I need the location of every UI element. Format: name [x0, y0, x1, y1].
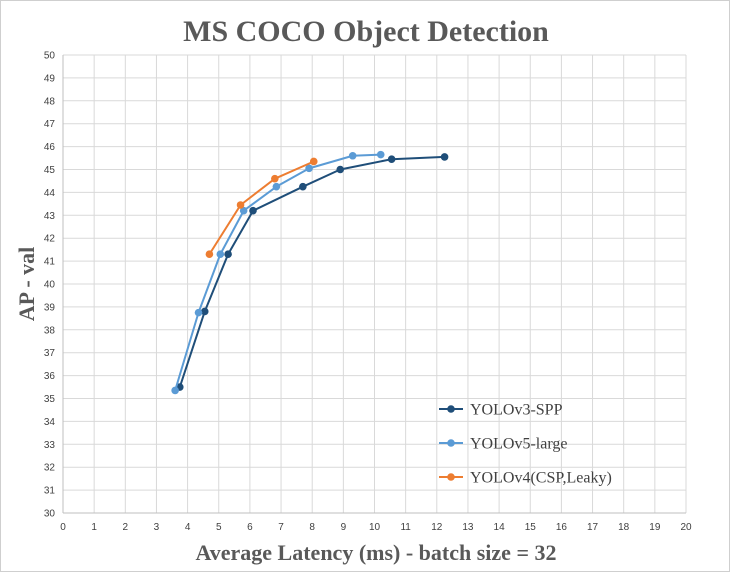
data-point	[216, 250, 225, 259]
data-point	[171, 386, 179, 395]
y-tick-label: 46	[44, 142, 56, 153]
data-point	[205, 250, 214, 259]
y-tick-label: 37	[44, 348, 56, 359]
legend-swatch-marker	[447, 473, 455, 481]
series-line	[178, 155, 445, 388]
y-tick-label: 41	[44, 257, 56, 268]
legend-item: YOLOv3-SPP	[439, 402, 563, 419]
gridlines	[63, 54, 687, 513]
data-point	[387, 155, 396, 163]
data-point	[271, 174, 279, 183]
data-point	[272, 182, 281, 191]
y-tick-label: 47	[44, 119, 56, 130]
legend-label: YOLOv3-SPP	[470, 402, 563, 419]
legend-swatch-marker	[447, 405, 455, 413]
y-tick-label: 35	[44, 394, 56, 405]
x-tick-label: 2	[123, 522, 129, 533]
y-tick-label: 50	[44, 51, 56, 62]
x-tick-label: 5	[216, 522, 222, 533]
x-tick-label: 12	[431, 522, 443, 533]
y-tick-label: 40	[44, 280, 56, 291]
x-tick-label: 6	[247, 522, 253, 533]
y-tick-label: 30	[44, 509, 56, 520]
chart-title: MS COCO Object Detection	[183, 15, 549, 48]
series-YOLOv5-large	[171, 150, 385, 395]
legend-label: YOLOv5-large	[470, 436, 567, 453]
y-tick-label: 42	[44, 234, 56, 245]
data-point	[299, 182, 307, 191]
legend-item: YOLOv5-large	[439, 436, 567, 453]
y-tick-label: 33	[44, 440, 56, 451]
series-line	[208, 160, 315, 255]
y-axis-title: AP - val	[14, 247, 39, 322]
legend: YOLOv3-SPP YOLOv5-large YOLOv4(CSP,Leaky)	[439, 402, 612, 487]
y-tick-label: 43	[44, 211, 56, 222]
y-tick-label: 45	[44, 165, 56, 176]
data-point	[224, 250, 232, 259]
data-point	[305, 164, 313, 173]
y-tick-label: 32	[44, 463, 56, 474]
x-tick-labels: 0 1 2 3 4 5 6 7 8 9 10 11 12 13 14 15 16 17 18 19 20	[60, 522, 692, 533]
legend-label: YOLOv4(CSP,Leaky)	[470, 470, 612, 487]
y-tick-label: 38	[44, 325, 56, 336]
data-point	[440, 153, 449, 161]
x-tick-label: 18	[618, 522, 630, 533]
y-tick-label: 48	[44, 96, 56, 107]
x-tick-label: 16	[556, 522, 568, 533]
series-line	[174, 153, 381, 391]
x-tick-label: 15	[525, 522, 537, 533]
x-tick-label: 8	[309, 522, 315, 533]
data-point	[249, 206, 257, 215]
x-tick-label: 14	[494, 522, 506, 533]
x-tick-label: 4	[185, 522, 191, 533]
x-tick-label: 1	[91, 522, 97, 533]
y-tick-label: 49	[44, 73, 56, 84]
axes	[62, 55, 686, 514]
x-tick-label: 19	[649, 522, 661, 533]
data-point	[348, 151, 357, 160]
legend-item: YOLOv4(CSP,Leaky)	[439, 470, 612, 487]
series-YOLOv4(CSP,Leaky)	[205, 157, 318, 259]
data-point	[376, 150, 385, 159]
data-point	[309, 157, 318, 166]
y-tick-label: 44	[44, 188, 56, 199]
x-tick-label: 3	[154, 522, 160, 533]
x-tick-label: 10	[369, 522, 381, 533]
x-tick-label: 9	[341, 522, 347, 533]
data-point	[336, 165, 345, 174]
series-lines	[171, 150, 449, 395]
x-tick-label: 13	[462, 522, 474, 533]
y-tick-labels: 30 31 32 33 34 35 36 37 38 39 40 41 42 43 44 45 46 47 48 49…	[44, 51, 56, 520]
x-axis-title: Average Latency (ms) - batch size = 32	[196, 540, 557, 565]
x-tick-label: 0	[60, 522, 66, 533]
data-point	[236, 201, 245, 209]
y-tick-label: 34	[44, 417, 56, 428]
x-tick-label: 11	[400, 522, 411, 533]
data-point	[239, 206, 248, 215]
legend-swatch-marker	[447, 439, 455, 447]
y-tick-label: 39	[44, 302, 56, 313]
x-tick-label: 20	[680, 522, 692, 533]
data-point	[194, 308, 203, 317]
x-tick-label: 17	[587, 522, 599, 533]
data-point	[200, 307, 209, 316]
y-tick-label: 36	[44, 371, 56, 382]
x-tick-label: 7	[278, 522, 284, 533]
y-tick-label: 31	[44, 486, 56, 497]
series-YOLOv3-SPP	[176, 153, 449, 391]
